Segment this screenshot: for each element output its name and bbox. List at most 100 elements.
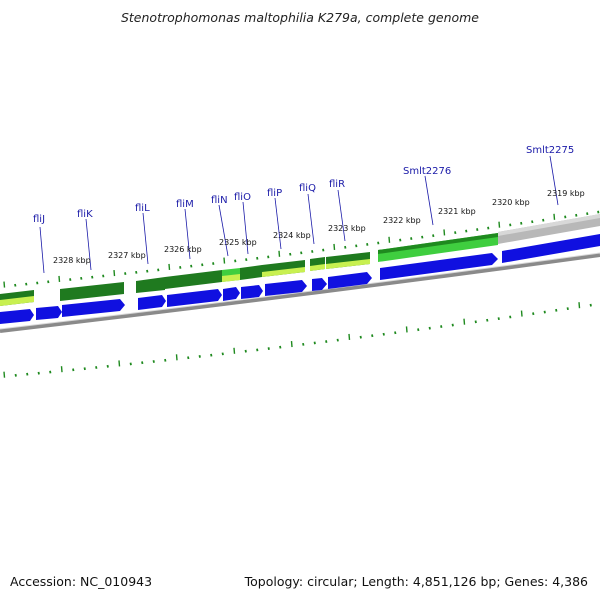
lower-tick bbox=[589, 303, 592, 307]
upper-tick bbox=[355, 244, 358, 248]
lower-tick bbox=[543, 310, 546, 314]
lower-tick bbox=[187, 356, 190, 360]
lower-tick bbox=[256, 348, 259, 352]
kbp-label-2320: 2320 kbp bbox=[492, 198, 530, 207]
backbone-group bbox=[0, 252, 600, 333]
cds-arrow[interactable] bbox=[265, 280, 307, 296]
upper-tick bbox=[157, 268, 160, 272]
lower-tick bbox=[106, 364, 109, 368]
cds-arrow[interactable] bbox=[312, 278, 327, 291]
upper-tick bbox=[223, 257, 226, 264]
cds-arrow[interactable] bbox=[36, 306, 62, 320]
upper-tick bbox=[487, 226, 490, 230]
upper-tick bbox=[179, 265, 182, 269]
cds-arrow[interactable] bbox=[502, 234, 600, 263]
upper-tick bbox=[454, 231, 457, 235]
upper-tick bbox=[333, 243, 336, 251]
upper-tick bbox=[80, 276, 83, 280]
kbp-label-2328: 2328 kbp bbox=[53, 256, 91, 265]
gene-label-flip[interactable]: fliP bbox=[267, 188, 282, 199]
lower-tick bbox=[233, 347, 236, 354]
lower-tick bbox=[164, 358, 167, 362]
lower-tick bbox=[141, 361, 144, 365]
lower-tick bbox=[72, 368, 75, 372]
upper-tick bbox=[597, 210, 600, 214]
upper-tick bbox=[245, 258, 248, 262]
gene-track bbox=[0, 233, 498, 306]
kbp-labels: 2328 kbp 2327 kbp 2326 kbp 2325 kbp 2324… bbox=[53, 189, 585, 265]
upper-tick bbox=[432, 234, 435, 238]
kbp-label-2319: 2319 kbp bbox=[547, 189, 585, 198]
lower-tick bbox=[497, 317, 500, 321]
cds-arrow[interactable] bbox=[0, 309, 34, 324]
gene-block-left-yellow bbox=[0, 296, 34, 306]
gene-block-flil[interactable] bbox=[136, 277, 165, 293]
kbp-label-2321: 2321 kbp bbox=[438, 207, 476, 216]
gene-block-flio[interactable] bbox=[240, 265, 262, 280]
lower-tick bbox=[95, 366, 98, 369]
lower-tick bbox=[371, 334, 374, 338]
lower-tick bbox=[152, 360, 155, 363]
upper-tick bbox=[531, 220, 534, 224]
gene-label-smlt2275[interactable]: Smlt2275 bbox=[526, 145, 574, 156]
upper-tick bbox=[91, 275, 94, 279]
upper-tick bbox=[69, 278, 72, 281]
kbp-label-2323: 2323 kbp bbox=[328, 224, 366, 233]
upper-tick bbox=[14, 283, 17, 287]
lower-tick bbox=[244, 349, 247, 353]
gene-label-fliq[interactable]: fliQ bbox=[299, 183, 316, 194]
lower-tick bbox=[3, 371, 6, 378]
lower-tick bbox=[532, 312, 535, 316]
lower-tick bbox=[348, 333, 351, 340]
gene-label-flim[interactable]: fliM bbox=[176, 199, 194, 210]
upper-tick bbox=[509, 223, 512, 227]
upper-tick bbox=[256, 256, 259, 260]
upper-tick bbox=[201, 263, 204, 267]
cds-arrow[interactable] bbox=[380, 253, 498, 280]
gene-label-flin[interactable]: fliN bbox=[211, 195, 228, 206]
gene-label-flij[interactable]: fliJ bbox=[33, 214, 45, 225]
cds-arrow[interactable] bbox=[138, 295, 166, 310]
gene-label-flil[interactable]: fliL bbox=[135, 203, 150, 214]
cds-arrow[interactable] bbox=[328, 272, 372, 289]
upper-tick bbox=[520, 221, 523, 225]
gene-block-fliq-yellow bbox=[310, 264, 325, 271]
cds-arrow[interactable] bbox=[241, 285, 263, 299]
gene-label-flir[interactable]: fliR bbox=[329, 179, 345, 190]
backbone-outer bbox=[0, 253, 600, 333]
upper-tick bbox=[234, 259, 237, 263]
lower-tick bbox=[198, 355, 201, 358]
upper-tick bbox=[289, 252, 292, 256]
upper-tick bbox=[212, 262, 215, 265]
lower-tick bbox=[60, 366, 63, 373]
lower-tick bbox=[313, 341, 316, 345]
lower-tick bbox=[325, 340, 328, 343]
upper-tick bbox=[135, 270, 138, 274]
gene-label-smlt2276[interactable]: Smlt2276 bbox=[403, 166, 451, 177]
lower-tick bbox=[83, 367, 86, 371]
cds-arrow[interactable] bbox=[223, 287, 240, 301]
lower-tick bbox=[14, 373, 17, 377]
upper-tick bbox=[575, 213, 578, 217]
kbp-label-2322: 2322 kbp bbox=[383, 216, 421, 225]
gene-label-flik[interactable]: fliK bbox=[77, 209, 93, 220]
gene-block-flik[interactable] bbox=[60, 282, 124, 301]
lower-tick bbox=[359, 335, 362, 339]
cds-arrow[interactable] bbox=[62, 299, 125, 317]
upper-tick bbox=[102, 274, 105, 278]
grey-gene-block-top bbox=[498, 214, 600, 236]
gene-block-flim[interactable] bbox=[165, 270, 222, 289]
upper-tick bbox=[399, 238, 402, 242]
kbp-label-2325: 2325 kbp bbox=[219, 238, 257, 247]
gene-label-flio[interactable]: fliO bbox=[234, 192, 251, 203]
cds-arrow[interactable] bbox=[167, 289, 222, 307]
upper-tick bbox=[25, 282, 28, 286]
lower-tick bbox=[463, 318, 466, 325]
lower-tick bbox=[578, 302, 581, 309]
lower-tick bbox=[221, 352, 224, 356]
lower-tick bbox=[302, 342, 305, 346]
tick-row-upper bbox=[3, 210, 600, 288]
lower-tick bbox=[417, 328, 420, 332]
lower-tick bbox=[210, 353, 213, 357]
lower-tick bbox=[520, 310, 523, 317]
